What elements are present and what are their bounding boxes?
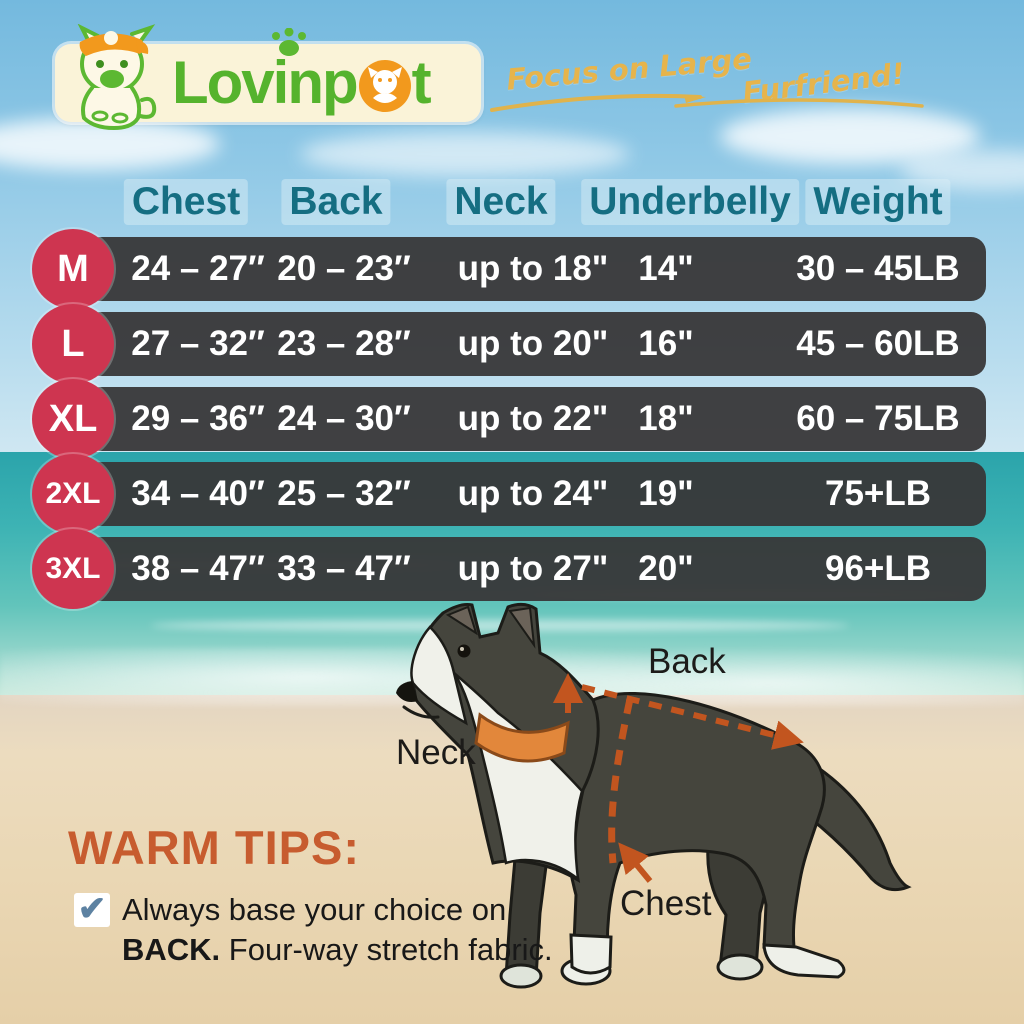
header-weight: Weight: [805, 179, 951, 225]
brand-wordmark: Lovinp t: [172, 49, 432, 116]
neck-value: up to 18": [457, 249, 609, 288]
weight-value: 75+LB: [824, 474, 932, 513]
brand-text-pre: Lovinp: [172, 49, 359, 116]
dog-illustration: [396, 602, 912, 989]
underbelly-value: 18": [638, 399, 694, 438]
cat-face-e-icon: [358, 60, 411, 112]
size-badge: 3XL: [32, 529, 114, 609]
back-value: 25 – 32″: [277, 474, 411, 513]
neck-measure-label: Neck: [396, 733, 476, 772]
paw-icon: [272, 28, 306, 56]
size-badge: L: [32, 304, 114, 384]
neck-value: up to 22": [457, 399, 609, 438]
tip-text-line1: Always base your choice on: [122, 892, 507, 927]
tip-text-rest: Four-way stretch fabric.: [220, 932, 553, 967]
weight-value: 30 – 45LB: [796, 249, 960, 288]
underbelly-value: 19": [638, 474, 694, 513]
weight-value: 96+LB: [824, 549, 932, 588]
brand-text-post: t: [411, 49, 432, 116]
neck-value: up to 27": [457, 549, 609, 588]
chest-value: 29 – 36″: [131, 399, 265, 438]
cat-mascot-icon: [77, 24, 157, 131]
chest-value: 27 – 32″: [131, 324, 265, 363]
header-underbelly: Underbelly: [581, 179, 799, 225]
back-value: 33 – 47″: [277, 549, 411, 588]
tip-text-line2: BACK. Four-way stretch fabric.: [122, 932, 553, 968]
back-value: 24 – 30″: [277, 399, 411, 438]
back-measure-label: Back: [648, 642, 726, 681]
chest-value: 24 – 27″: [131, 249, 265, 288]
table-row: 2XL 34 – 40″ 25 – 32″ up to 24" 19" 75+L…: [32, 454, 986, 534]
back-value: 23 – 28″: [277, 324, 411, 363]
neck-value: up to 20": [457, 324, 609, 363]
weight-value: 60 – 75LB: [796, 399, 960, 438]
neck-value: up to 24": [457, 474, 609, 513]
header-neck: Neck: [446, 179, 556, 225]
header-back: Back: [281, 179, 391, 225]
chest-value: 38 – 47″: [131, 549, 265, 588]
size-badge: M: [32, 229, 114, 309]
table-row: L 27 – 32″ 23 – 28″ up to 20" 16" 45 – 6…: [32, 304, 986, 384]
header-chest: Chest: [123, 179, 249, 225]
chest-value: 34 – 40″: [131, 474, 265, 513]
tip-text-bold: BACK.: [122, 932, 221, 967]
tagline-underline: [490, 93, 924, 112]
warm-tips-title: WARM TIPS:: [68, 821, 360, 874]
cloud: [300, 132, 630, 176]
underbelly-value: 20": [638, 549, 694, 588]
chest-measure-label: Chest: [620, 884, 712, 923]
underbelly-value: 16": [638, 324, 694, 363]
size-badge: 2XL: [32, 454, 114, 534]
check-icon: ✔: [74, 892, 110, 927]
table-row: XL 29 – 36″ 24 – 30″ up to 22" 18" 60 – …: [32, 379, 986, 459]
size-badge: XL: [32, 379, 114, 459]
table-row: 3XL 38 – 47″ 33 – 47″ up to 27" 20" 96+L…: [32, 529, 986, 609]
underbelly-value: 14": [638, 249, 694, 288]
table-row: M 24 – 27″ 20 – 23″ up to 18" 14" 30 – 4…: [32, 229, 986, 309]
back-value: 20 – 23″: [277, 249, 411, 288]
weight-value: 45 – 60LB: [796, 324, 960, 363]
